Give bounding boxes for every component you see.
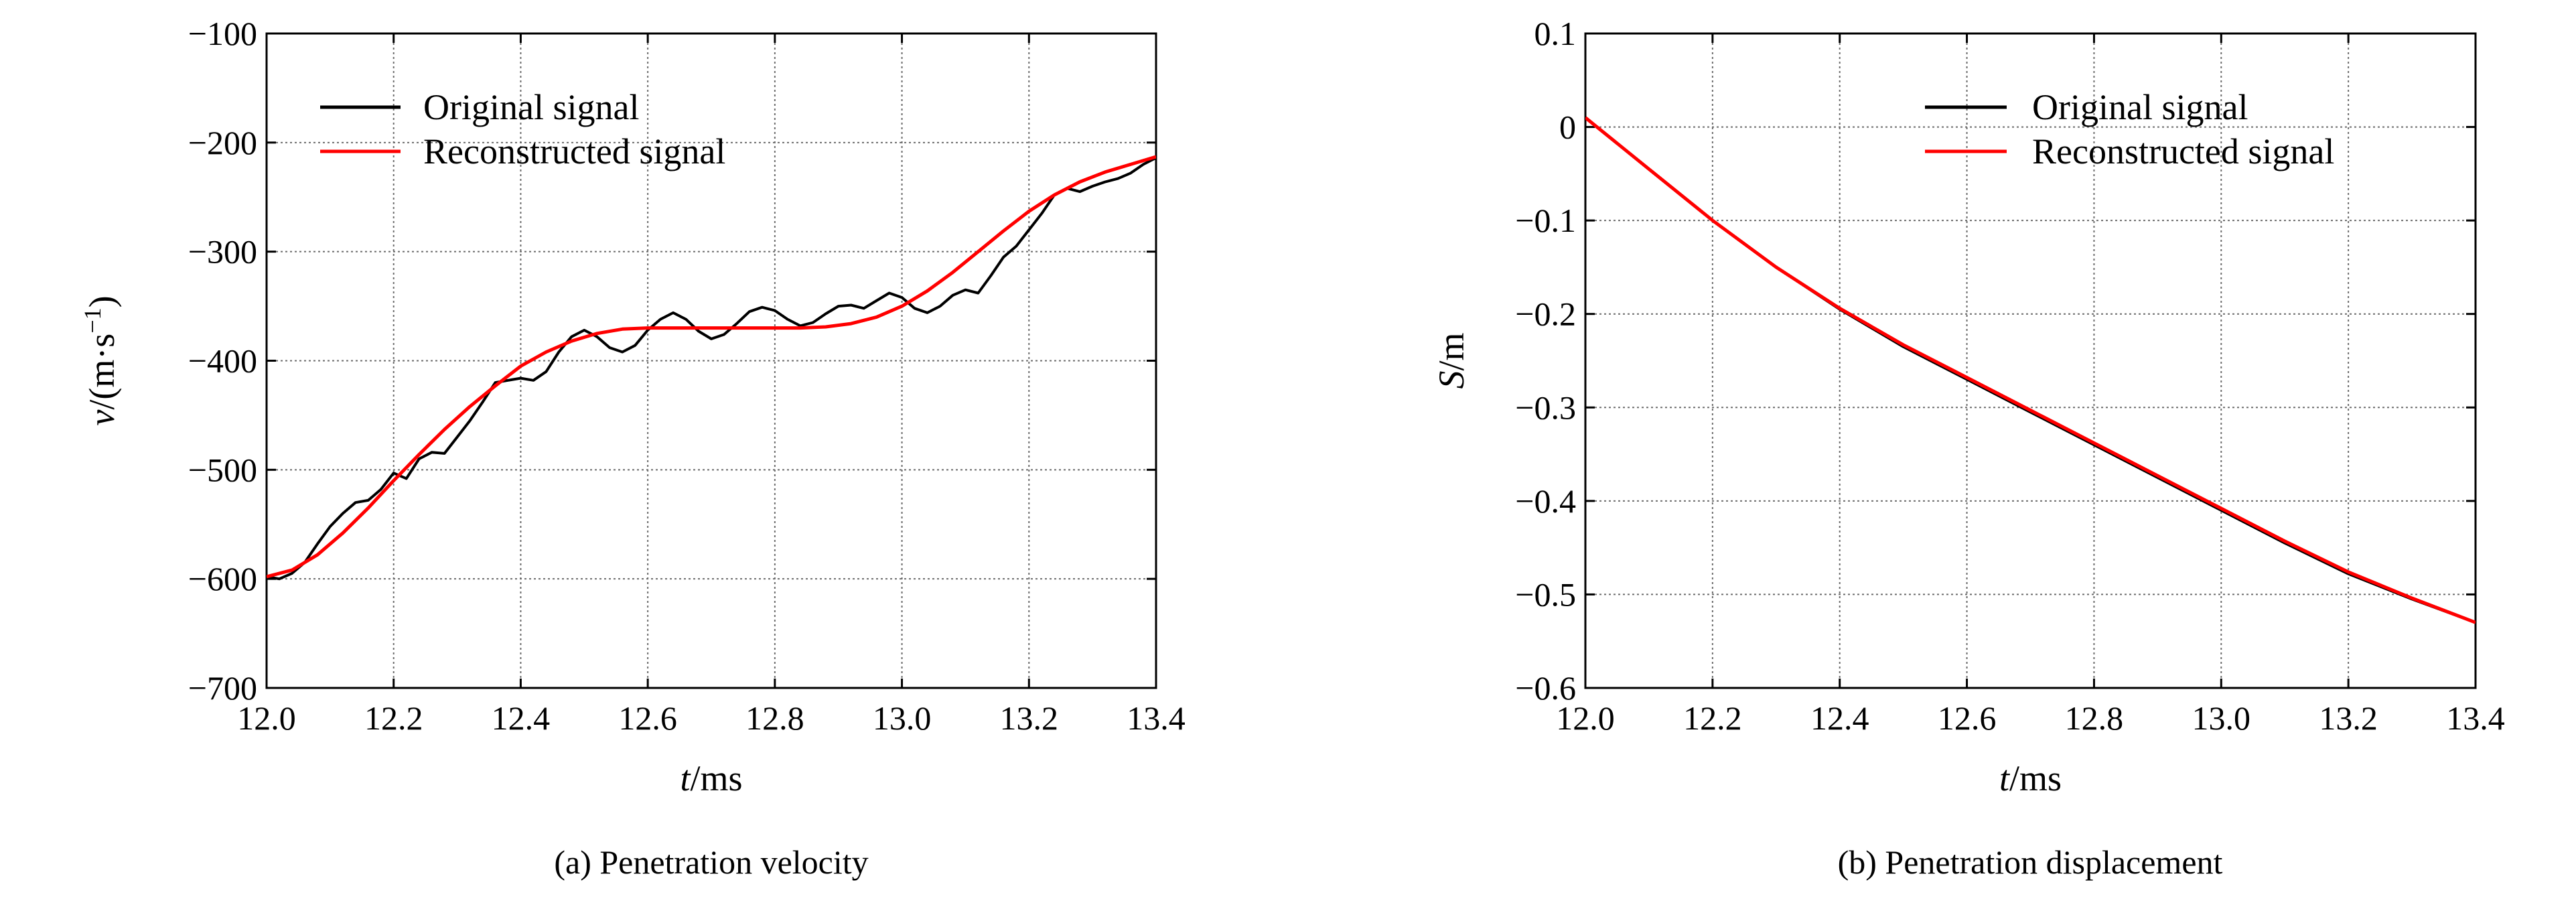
y-tick-label: −0.2 [1515,295,1576,333]
plot-frame [265,32,1157,689]
series-line-reconstructed [1585,116,2476,624]
y-tick-label: −0.4 [1515,482,1576,520]
x-tick-label: 12.8 [2065,699,2124,737]
x-axis-label: t/ms [680,758,742,798]
x-tick-label: 12.6 [1938,699,1997,737]
y-tick-label: −0.3 [1515,389,1576,426]
x-axis-label: t/ms [1999,758,2062,798]
x-tick-label: 12.0 [237,699,296,737]
x-tick-label: 12.0 [1556,699,1615,737]
y-tick-label: −0.5 [1515,575,1576,613]
x-tick-label: 12.4 [1810,699,1869,737]
figure-caption: (b) Penetration displacement [1838,843,2223,881]
y-tick-label: −500 [188,451,257,488]
x-tick-label: 13.0 [2192,699,2251,737]
y-tick-label: −200 [188,124,257,161]
legend-label: Original signal [423,87,639,127]
y-tick-label: 0 [1559,109,1576,146]
y-tick-label: −0.6 [1515,669,1576,707]
figure-caption: (a) Penetration velocity [554,843,868,881]
y-tick-label: 0.1 [1534,15,1577,52]
x-tick-label: 12.2 [364,699,423,737]
x-tick-label: 12.8 [745,699,804,737]
x-tick-label: 13.0 [873,699,932,737]
legend-label: Reconstructed signal [2032,131,2334,171]
x-tick-label: 13.4 [2446,699,2505,737]
x-tick-label: 13.2 [1000,699,1059,737]
y-tick-label: −400 [188,342,257,380]
displacement-chart: 12.0 12.2 12.4 12.6 12.8 13.0 13.2 13.4 0.1 0 −0.1… [1431,15,2505,881]
plot-frame [1584,32,2477,689]
legend-label: Reconstructed signal [423,131,725,171]
y-axis-label: v/(m·s−1) [79,295,122,425]
x-tick-label: 13.4 [1127,699,1186,737]
velocity-chart: 12.0 12.2 12.4 12.6 12.8 13.0 13.2 13.4 −100 −200… [79,15,1186,881]
legend-label: Original signal [2032,87,2248,127]
y-tick-label: −700 [188,669,257,707]
y-tick-label: −600 [188,560,257,598]
y-tick-label: −300 [188,233,257,271]
x-tick-label: 13.2 [2319,699,2378,737]
x-tick-label: 12.6 [618,699,677,737]
series-line-original [267,156,1156,581]
x-tick-label: 12.2 [1683,699,1742,737]
x-tick-label: 12.4 [492,699,551,737]
series-line-original [1585,117,2476,624]
y-axis-label: S/m [1431,332,1472,389]
series-line-reconstructed [267,155,1156,579]
y-tick-label: −100 [188,15,257,52]
y-tick-label: −0.1 [1515,202,1576,239]
